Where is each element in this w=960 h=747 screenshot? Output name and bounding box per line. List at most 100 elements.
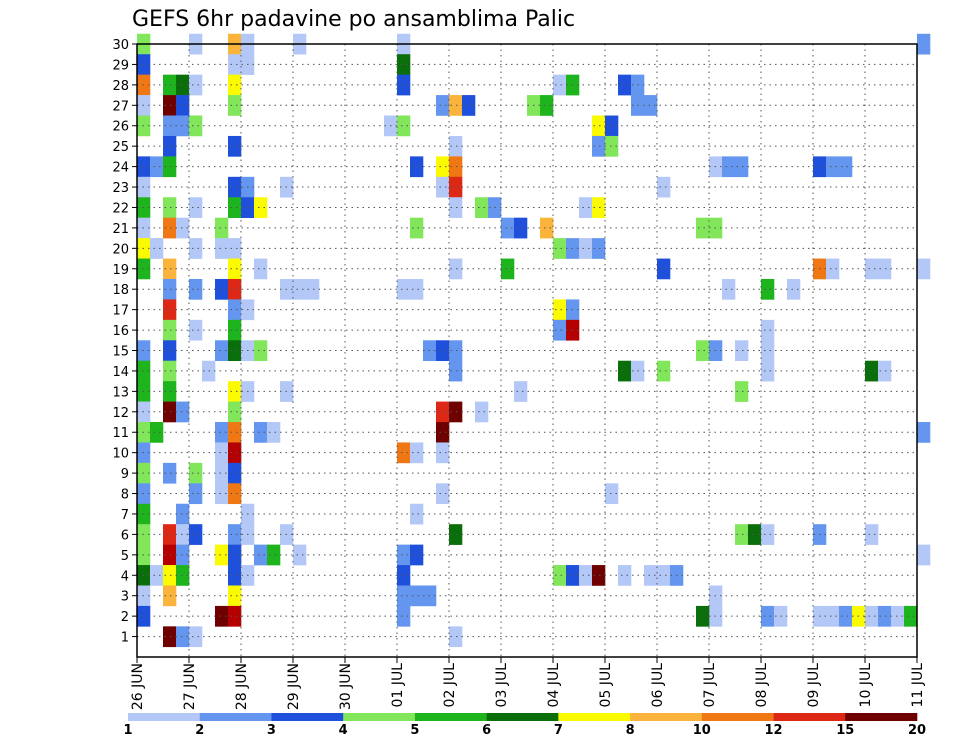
- heatmap-cell: [449, 360, 463, 382]
- heatmap-cell: [696, 340, 710, 362]
- x-tick-label: 05 JUL: [598, 663, 614, 708]
- heatmap-cell: [761, 524, 775, 545]
- heatmap-cell: [215, 605, 229, 627]
- x-tick-label: 09 JUL: [806, 663, 822, 708]
- x-tick-label: 06 JUL: [650, 663, 666, 708]
- heatmap-cell: [761, 278, 775, 300]
- heatmap-cell: [553, 319, 567, 341]
- y-tick-label: 1: [121, 631, 129, 646]
- heatmap-cell: [163, 626, 177, 648]
- heatmap-cell: [696, 605, 710, 627]
- heatmap-cell: [215, 544, 229, 566]
- heatmap-cell: [254, 258, 268, 280]
- x-tick-label: 07 JUL: [702, 663, 718, 708]
- heatmap-cell: [228, 422, 242, 443]
- colorbar-label: 15: [836, 723, 854, 738]
- heatmap-cell: [436, 95, 450, 116]
- heatmap-cell: [176, 95, 190, 116]
- heatmap-cell: [189, 462, 203, 484]
- y-tick-label: 21: [112, 222, 129, 237]
- heatmap-cell: [839, 605, 853, 627]
- heatmap-cell: [163, 299, 177, 321]
- colorbar-label: 7: [554, 723, 563, 738]
- x-axis-ticks: 26 JUN 27 JUN 28 JUN 29 JUN 30 JUN 01 JUL 02 J…: [130, 657, 926, 710]
- heatmap-cell: [228, 95, 242, 116]
- heatmap-cell: [592, 197, 606, 218]
- heatmap-cell: [293, 544, 307, 566]
- heatmap-cell: [397, 605, 411, 627]
- heatmap-cell: [449, 176, 463, 198]
- heatmap-cell: [787, 278, 801, 300]
- heatmap-cell: [605, 135, 619, 157]
- heatmap-cell: [878, 605, 892, 627]
- heatmap-cell: [293, 278, 307, 300]
- heatmap-cell: [176, 401, 190, 423]
- y-tick-label: 19: [112, 263, 129, 278]
- heatmap-cell: [163, 565, 177, 586]
- heatmap-cell: [826, 156, 840, 178]
- heatmap-cell: [917, 544, 931, 566]
- heatmap-cell: [449, 626, 463, 648]
- heatmap-cell: [189, 483, 203, 505]
- y-tick-label: 23: [112, 181, 129, 196]
- heatmap-cell: [436, 483, 450, 505]
- colorbar: 1 2 3 4 5 6 7 8 10 12 15 20: [123, 713, 926, 738]
- heatmap-cell: [657, 176, 671, 198]
- y-tick-label: 27: [112, 99, 129, 114]
- heatmap-cell: [163, 217, 177, 239]
- heatmap-cell: [735, 340, 749, 362]
- heatmap-cell: [904, 605, 918, 627]
- y-tick-label: 7: [121, 508, 129, 523]
- heatmap-cell: [215, 462, 229, 484]
- heatmap-cell: [644, 565, 658, 586]
- heatmap-cell: [449, 524, 463, 545]
- heatmap-cell: [618, 565, 632, 586]
- heatmap-cell: [579, 565, 593, 586]
- heatmap-cell: [657, 360, 671, 382]
- heatmap-cell: [449, 95, 463, 116]
- y-tick-label: 18: [112, 283, 129, 298]
- heatmap-cell: [579, 197, 593, 218]
- y-tick-label: 8: [121, 488, 129, 503]
- heatmap-cell: [475, 197, 489, 218]
- heatmap-cell: [410, 156, 424, 178]
- heatmap-cell: [540, 95, 554, 116]
- heatmap-cell: [761, 605, 775, 627]
- heatmap-cell: [189, 238, 203, 259]
- heatmap-cell: [215, 278, 229, 300]
- heatmap-cell: [176, 217, 190, 239]
- heatmap-cell: [436, 401, 450, 423]
- colorbar-swatch: [343, 713, 416, 721]
- colorbar-swatch: [271, 713, 344, 721]
- heatmap-cell: [579, 238, 593, 259]
- heatmap-cell: [267, 422, 281, 443]
- heatmap-cell: [228, 544, 242, 566]
- heatmap-cell: [462, 95, 476, 116]
- y-tick-label: 6: [121, 528, 129, 543]
- heatmap-cell: [410, 217, 424, 239]
- heatmap-cell: [917, 258, 931, 280]
- heatmap-cell: [215, 422, 229, 443]
- heatmap-cell: [540, 217, 554, 239]
- heatmap-cell: [228, 585, 242, 607]
- heatmap-cell: [917, 33, 931, 55]
- heatmap-cell: [189, 524, 203, 545]
- heatmap-cell: [501, 258, 515, 280]
- heatmap-cell: [410, 585, 424, 607]
- heatmap-cell: [228, 278, 242, 300]
- heatmap-cell: [228, 176, 242, 198]
- heatmap-cell: [176, 524, 190, 545]
- y-tick-label: 15: [112, 345, 129, 360]
- heatmap-cell: [228, 442, 242, 464]
- chart-title: GEFS 6hr padavine po ansamblima Palic: [132, 7, 575, 32]
- heatmap-cell: [254, 340, 268, 362]
- heatmap-cell: [176, 626, 190, 648]
- heatmap-cell: [449, 401, 463, 423]
- heatmap-cell: [449, 135, 463, 157]
- heatmap-cell: [228, 319, 242, 341]
- heatmap-cell: [163, 74, 177, 96]
- colorbar-label: 1: [123, 723, 132, 738]
- heatmap-cell: [410, 503, 424, 525]
- heatmap-cell: [228, 565, 242, 586]
